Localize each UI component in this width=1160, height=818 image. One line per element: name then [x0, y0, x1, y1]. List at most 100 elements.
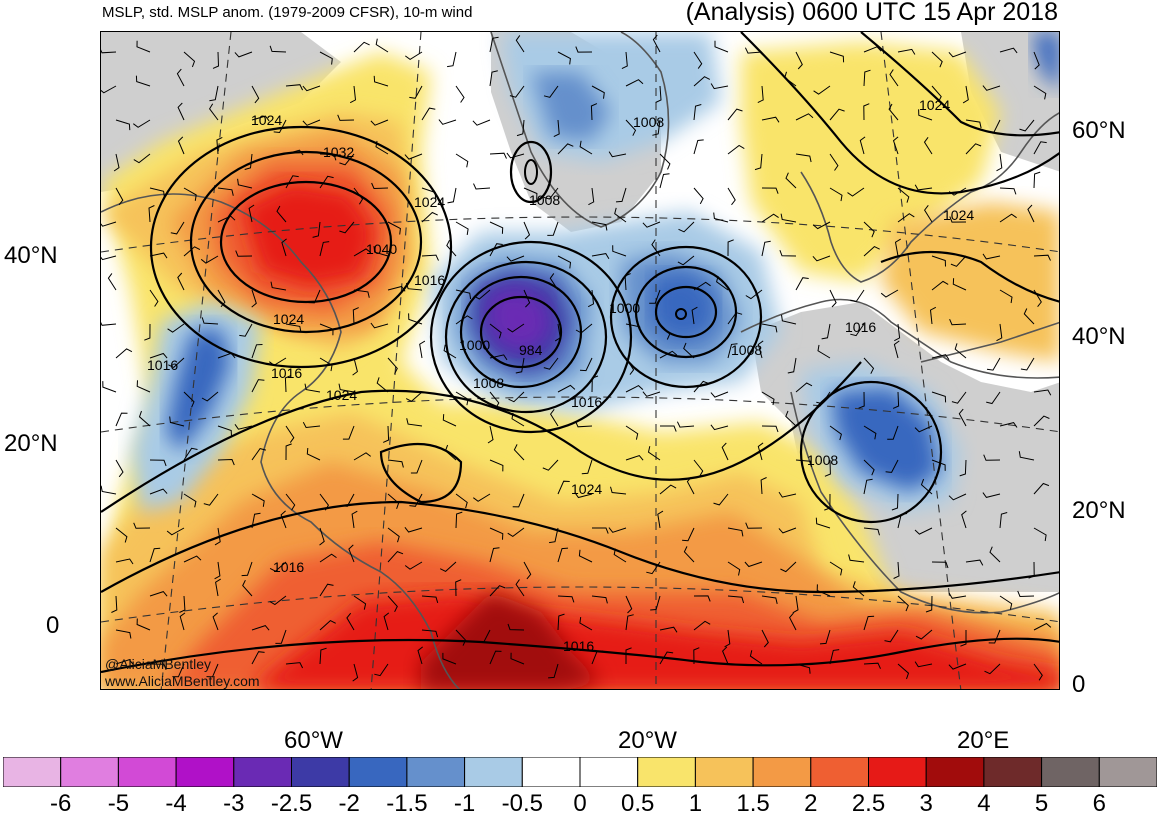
wind-barb — [780, 561, 797, 573]
colorbar-swatch — [579, 757, 639, 787]
wind-barb — [959, 459, 967, 477]
wind-barb — [693, 104, 702, 121]
wind-barb — [101, 221, 117, 227]
wind-barb — [1033, 85, 1047, 100]
wind-barb — [543, 187, 559, 200]
wind-barb — [455, 315, 473, 325]
colorbar-swatch — [925, 757, 985, 787]
wind-barb — [523, 187, 538, 200]
wind-barb — [319, 357, 333, 372]
wind-barb — [515, 357, 525, 374]
wind-barb — [319, 175, 334, 189]
wind-barb — [683, 546, 695, 563]
wind-barb — [200, 255, 219, 264]
colorbar-swatch — [175, 757, 235, 787]
wind-barb — [510, 652, 525, 665]
colorbar-swatch — [637, 757, 696, 787]
wind-barb — [625, 119, 637, 136]
wind-barb — [813, 85, 831, 95]
colorbar-swatch — [464, 757, 523, 787]
wind-barb — [557, 547, 569, 563]
wind-barb — [512, 493, 525, 508]
wind-barb — [859, 136, 866, 155]
wind-barb — [1017, 590, 1035, 598]
lat-label-left: 20°N — [4, 430, 58, 457]
colorbar-tick-label: 1 — [688, 790, 703, 817]
wind-barb — [591, 221, 608, 231]
wind-barb — [829, 649, 840, 665]
wind-barb — [960, 630, 967, 647]
wind-barb — [337, 114, 355, 121]
wind-barb — [269, 561, 287, 572]
wind-barb — [894, 238, 901, 257]
wind-barb — [863, 103, 870, 121]
wind-barb — [281, 238, 287, 257]
wind-barb — [795, 113, 814, 121]
wind-barb — [625, 647, 632, 664]
wind-barb — [149, 459, 167, 467]
contour-label: 1032 — [323, 144, 354, 160]
wind-barb — [949, 319, 967, 326]
wind-barb — [166, 527, 185, 536]
wind-barb — [761, 425, 779, 433]
credit-handle: @AliciaMBentley — [105, 656, 212, 672]
wind-barb — [621, 51, 628, 70]
wind-barb — [406, 418, 423, 427]
colorbar-swatch — [810, 757, 869, 787]
wind-barb — [652, 34, 661, 53]
wind-barb — [858, 391, 865, 409]
wind-barb — [149, 289, 159, 307]
wind-barb — [848, 554, 865, 563]
land-scandinavia-gray — [961, 32, 1059, 172]
wind-barb — [201, 391, 219, 402]
wind-barb — [693, 620, 711, 631]
wind-barb — [509, 85, 525, 98]
wind-barb — [285, 149, 304, 156]
wind-barb — [999, 187, 1017, 195]
contour-label: 1000 — [459, 337, 490, 353]
wind-barb — [319, 553, 337, 563]
wind-barb — [115, 187, 124, 206]
wind-barb — [785, 172, 797, 189]
wind-barb — [276, 205, 287, 223]
wind-barb — [659, 626, 678, 633]
wind-barb — [819, 629, 831, 645]
wind-barb — [239, 323, 253, 337]
wind-barb — [149, 187, 165, 198]
wind-barb — [387, 595, 398, 613]
wind-barb — [713, 212, 729, 223]
wind-barb — [214, 561, 221, 580]
contour-label: 1008 — [807, 452, 838, 468]
wind-barb — [592, 527, 609, 534]
wind-barb — [608, 527, 627, 533]
wind-barb — [304, 383, 321, 393]
wind-barb — [778, 527, 797, 534]
wind-barb — [863, 527, 880, 536]
wind-barb — [209, 85, 219, 102]
wind-barb — [961, 510, 967, 529]
wind-barb — [212, 51, 220, 69]
wind-barb — [348, 544, 355, 563]
wind-barb — [795, 277, 809, 291]
wind-barb — [686, 476, 695, 495]
wind-barb — [183, 51, 196, 68]
wind-barb — [829, 153, 839, 171]
wind-barb — [177, 136, 185, 155]
wind-barb — [693, 647, 700, 665]
colorbar-tick-label: 3 — [919, 790, 933, 817]
contour-label: 1008 — [473, 375, 504, 391]
wind-barb — [115, 412, 128, 427]
wind-barb — [370, 322, 389, 329]
colorbar — [3, 757, 1157, 787]
wind-barb — [217, 352, 236, 359]
wind-barb — [745, 289, 763, 300]
wind-barb — [273, 119, 287, 134]
wind-barb — [897, 213, 915, 223]
wind-barb — [795, 382, 813, 393]
wind-barb — [183, 555, 202, 563]
wind-barb — [824, 493, 831, 511]
wind-barb — [214, 527, 221, 546]
wind-barb — [850, 289, 865, 303]
wind-barb — [511, 412, 525, 427]
wind-barb — [693, 51, 703, 69]
